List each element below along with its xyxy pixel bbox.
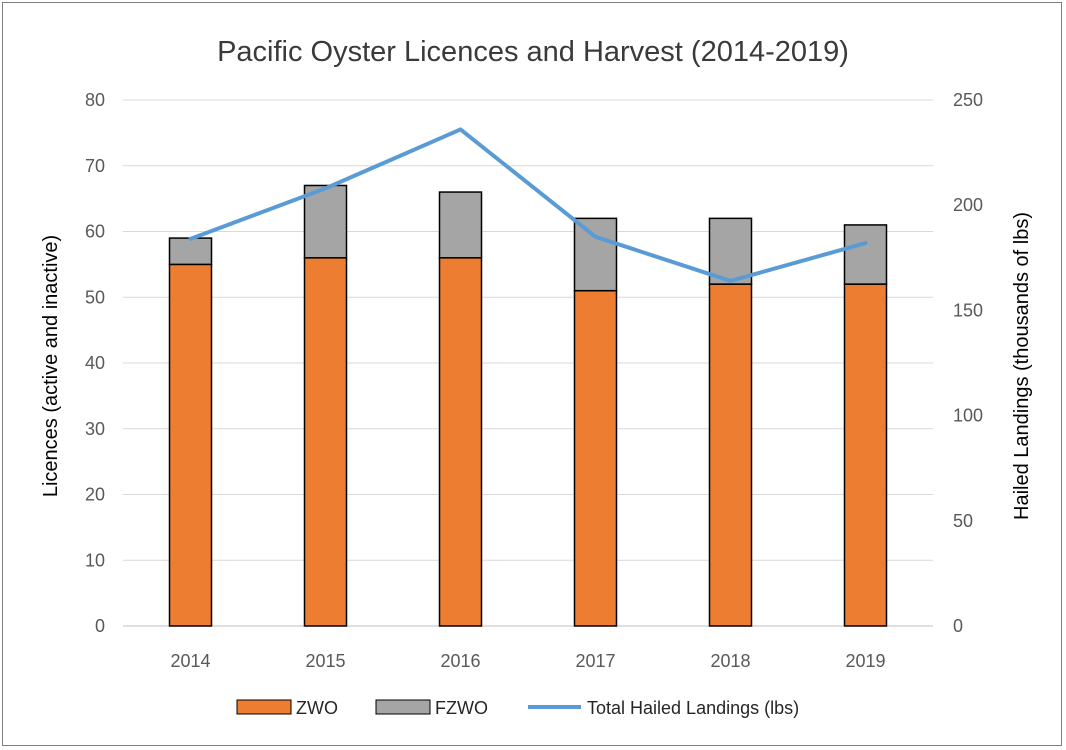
bar-zwo-2018 — [708, 283, 753, 627]
bar-zwo-2017 — [573, 289, 618, 627]
left-tick-label: 50 — [85, 287, 105, 307]
bar-fzwo-2015 — [303, 184, 348, 259]
gridlines — [123, 99, 933, 627]
x-axis-ticks: 2014 2015 2016 2017 2018 2019 — [170, 651, 885, 671]
left-tick-label: 20 — [85, 485, 105, 505]
right-axis-ticks: 0 50 100 150 200 250 — [953, 90, 983, 636]
left-tick-label: 80 — [85, 90, 105, 110]
right-tick-label: 100 — [953, 406, 983, 426]
legend-label-zwo: ZWO — [296, 698, 338, 718]
chart: Pacific Oyster Licences and Harvest (201… — [40, 36, 1033, 718]
left-axis-ticks: 0 10 20 30 40 50 60 70 80 — [85, 90, 105, 636]
legend-swatch-zwo — [236, 699, 292, 715]
bars — [168, 184, 888, 627]
left-axis-title: Licences (active and inactive) — [40, 235, 62, 497]
x-tick-label: 2016 — [440, 651, 480, 671]
right-tick-label: 150 — [953, 300, 983, 320]
bar-zwo-2014 — [168, 263, 213, 627]
left-tick-label: 60 — [85, 222, 105, 242]
bar-zwo-2015 — [303, 257, 348, 627]
bar-fzwo-2014 — [168, 237, 213, 266]
legend-label-landings: Total Hailed Landings (lbs) — [587, 698, 799, 718]
x-tick-label: 2017 — [575, 651, 615, 671]
chart-title: Pacific Oyster Licences and Harvest (201… — [217, 36, 849, 68]
legend-swatch-fzwo — [375, 699, 431, 715]
landings-line-layer — [188, 127, 868, 283]
x-tick-label: 2018 — [710, 651, 750, 671]
left-tick-label: 40 — [85, 353, 105, 373]
right-tick-label: 50 — [953, 511, 973, 531]
bar-fzwo-2018 — [708, 217, 753, 285]
left-tick-label: 0 — [95, 616, 105, 636]
right-tick-label: 250 — [953, 90, 983, 110]
x-tick-label: 2019 — [845, 651, 885, 671]
left-tick-label: 10 — [85, 550, 105, 570]
left-tick-label: 30 — [85, 419, 105, 439]
right-tick-label: 200 — [953, 195, 983, 215]
bar-fzwo-2019 — [843, 224, 888, 285]
bar-zwo-2019 — [843, 283, 888, 627]
bar-fzwo-2017 — [573, 217, 618, 292]
right-axis-title: Hailed Landings (thousands of lbs) — [1011, 212, 1033, 520]
left-tick-label: 70 — [85, 156, 105, 176]
legend-label-fzwo: FZWO — [435, 698, 488, 718]
right-tick-label: 0 — [953, 616, 963, 636]
landings-line — [188, 127, 868, 283]
x-tick-label: 2014 — [170, 651, 210, 671]
x-tick-label: 2015 — [305, 651, 345, 671]
legend: ZWO FZWO Total Hailed Landings (lbs) — [236, 698, 799, 718]
bar-zwo-2016 — [438, 257, 483, 627]
bar-fzwo-2016 — [438, 191, 483, 259]
